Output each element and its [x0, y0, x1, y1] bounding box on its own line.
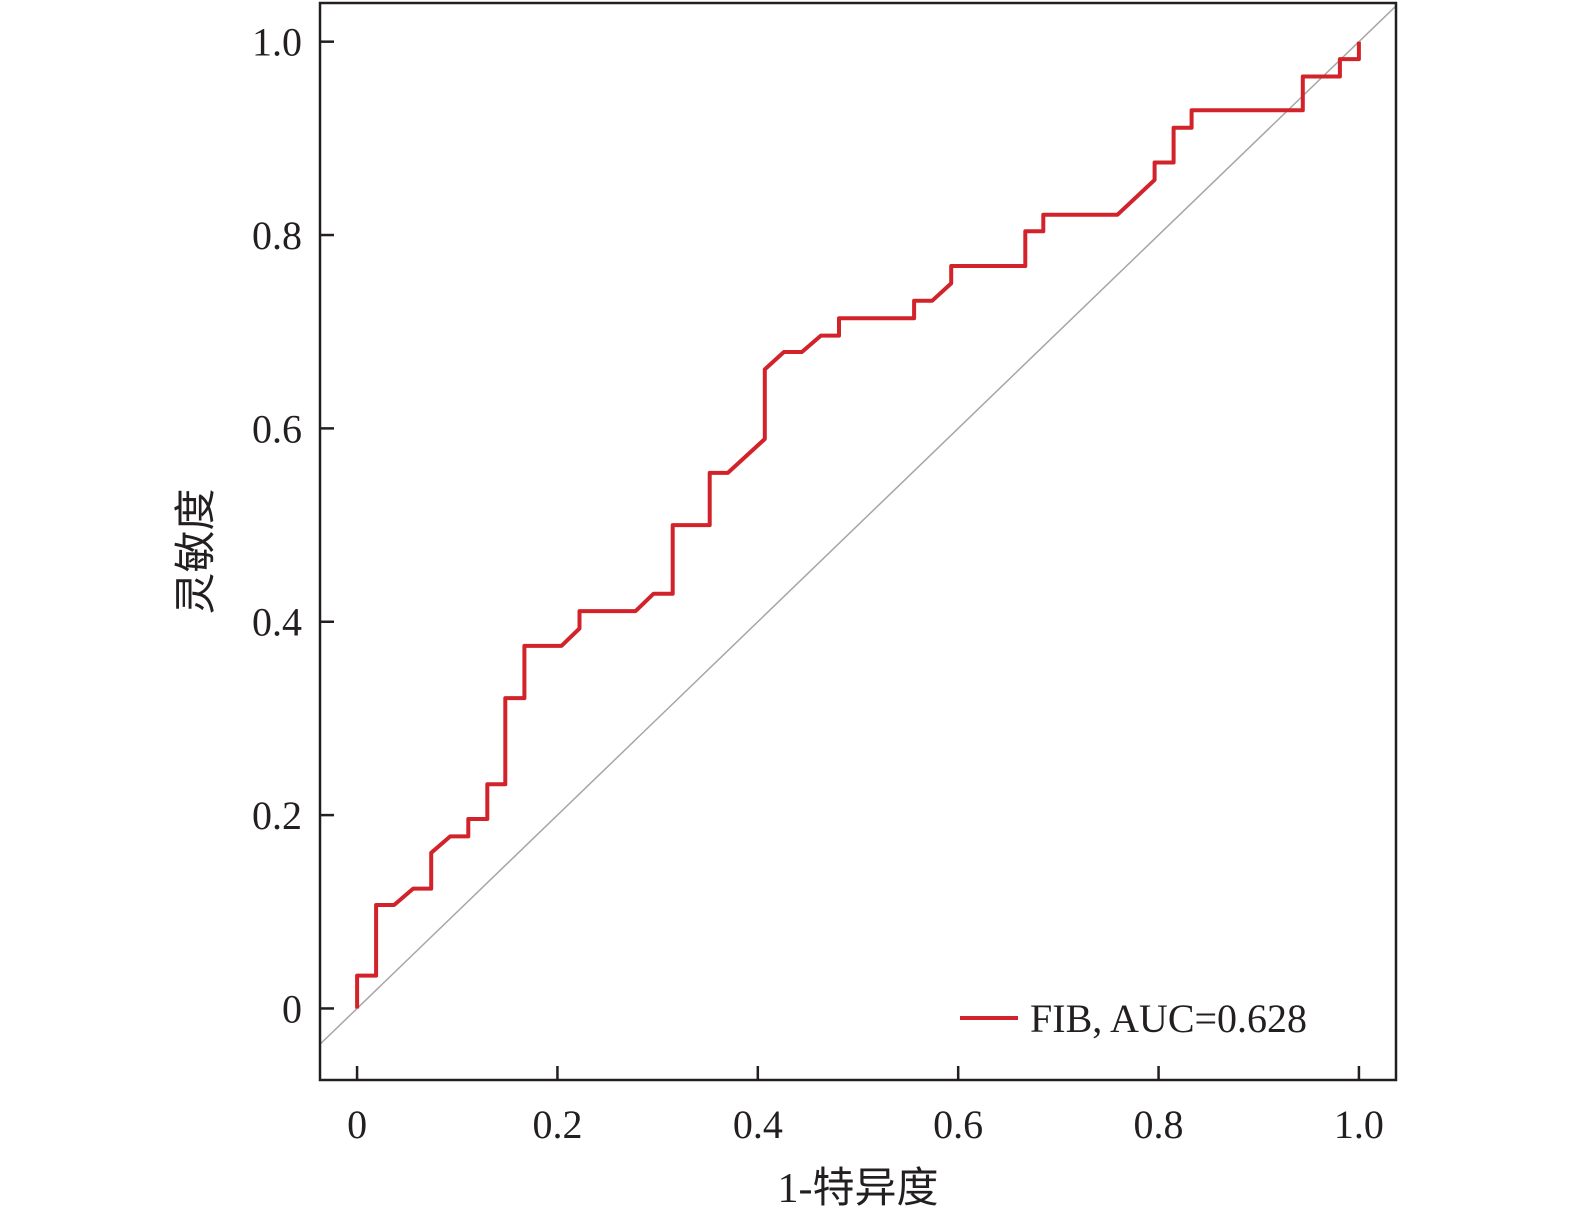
y-axis-ticks: 0 0.2 0.4 0.6 0.8 1.0 [252, 20, 334, 1031]
y-axis-label: 灵敏度 [174, 488, 220, 614]
plot-frame [318, 1, 1398, 1082]
y-tick-label: 0.4 [252, 600, 302, 645]
reference-diagonal-layer [319, 5, 1397, 1045]
y-tick-label: 0.8 [252, 213, 302, 258]
x-tick-label: 0.6 [933, 1102, 983, 1147]
x-axis-ticks: 0 0.2 0.4 0.6 0.8 1.0 [347, 1066, 1384, 1147]
y-tick-label: 0.2 [252, 793, 302, 838]
series-layer [355, 41, 1361, 1009]
y-tick-label: 1.0 [252, 20, 302, 65]
roc-curve-line [355, 41, 1361, 1009]
x-tick-label: 0 [347, 1102, 367, 1147]
legend: FIB, AUC=0.628 [960, 996, 1307, 1041]
x-tick-label: 0.4 [733, 1102, 783, 1147]
x-tick-label: 0.2 [532, 1102, 582, 1147]
x-tick-label: 1.0 [1334, 1102, 1384, 1147]
y-tick-label: 0.6 [252, 406, 302, 451]
legend-label: FIB, AUC=0.628 [1030, 996, 1307, 1041]
x-axis-label: 1-特异度 [778, 1166, 939, 1212]
y-tick-label: 0 [282, 986, 302, 1031]
x-tick-label: 0.8 [1134, 1102, 1184, 1147]
reference-diagonal-line [319, 5, 1397, 1045]
